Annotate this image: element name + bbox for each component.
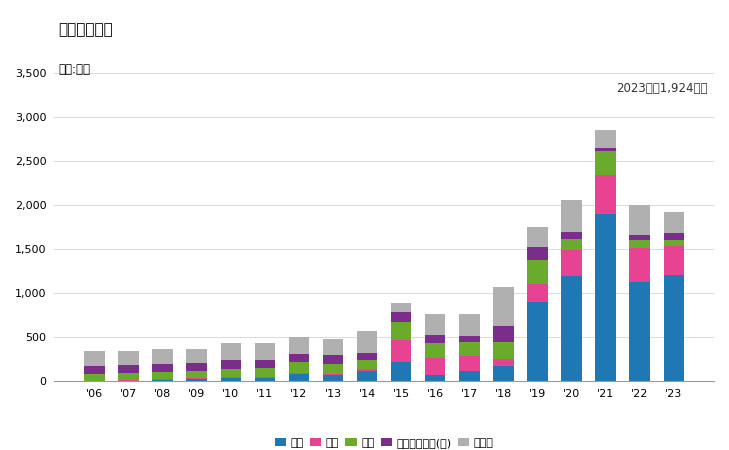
Bar [494,360,514,366]
Bar [561,238,582,250]
Bar [323,374,343,375]
Bar [289,374,309,381]
Bar [425,358,445,375]
Bar [663,234,684,239]
Bar [118,373,139,380]
Bar [527,284,547,302]
Bar [323,339,343,355]
Text: 単位:トン: 単位:トン [58,63,90,76]
Bar [663,246,684,275]
Bar [561,200,582,233]
Bar [527,227,547,248]
Text: 輸出量の推移: 輸出量の推移 [58,22,113,37]
Bar [494,326,514,342]
Bar [357,369,378,371]
Bar [357,360,378,369]
Bar [391,340,411,362]
Bar [152,380,173,381]
Bar [459,356,480,371]
Bar [561,276,582,381]
Bar [391,312,411,322]
Bar [527,302,547,381]
Bar [425,314,445,335]
Bar [663,212,684,234]
Bar [425,335,445,342]
Bar [221,360,241,369]
Bar [391,322,411,340]
Bar [629,235,650,240]
Bar [425,375,445,381]
Bar [459,315,480,336]
Text: 2023年：1,924トン: 2023年：1,924トン [616,82,707,95]
Legend: 中国, 台湾, 英国, プエルトリコ(米), その他: 中国, 台湾, 英国, プエルトリコ(米), その他 [270,433,498,450]
Bar [391,303,411,312]
Bar [629,205,650,235]
Bar [254,342,275,360]
Bar [85,374,105,381]
Bar [254,360,275,368]
Bar [527,260,547,284]
Bar [494,287,514,326]
Bar [596,214,616,381]
Bar [85,366,105,374]
Bar [187,349,207,363]
Bar [187,371,207,378]
Bar [118,351,139,365]
Bar [596,151,616,175]
Bar [152,372,173,379]
Bar [118,380,139,381]
Bar [289,373,309,374]
Bar [254,377,275,378]
Bar [357,371,378,381]
Bar [85,351,105,366]
Bar [459,342,480,356]
Bar [663,239,684,246]
Bar [494,366,514,381]
Bar [152,379,173,380]
Bar [323,355,343,364]
Bar [596,130,616,148]
Bar [629,240,650,248]
Bar [561,250,582,276]
Bar [289,338,309,354]
Bar [391,362,411,381]
Bar [221,369,241,378]
Bar [187,379,207,381]
Bar [663,275,684,381]
Bar [221,378,241,381]
Bar [357,331,378,353]
Bar [527,248,547,260]
Bar [596,148,616,151]
Bar [425,342,445,358]
Bar [494,342,514,360]
Bar [254,368,275,377]
Bar [323,375,343,381]
Bar [629,282,650,381]
Bar [152,349,173,364]
Bar [357,353,378,360]
Bar [187,363,207,371]
Bar [289,362,309,373]
Bar [118,365,139,373]
Bar [596,175,616,214]
Bar [323,364,343,374]
Bar [221,343,241,360]
Bar [629,248,650,282]
Bar [254,378,275,381]
Bar [459,371,480,381]
Bar [459,336,480,342]
Bar [152,364,173,372]
Bar [561,233,582,238]
Bar [289,354,309,362]
